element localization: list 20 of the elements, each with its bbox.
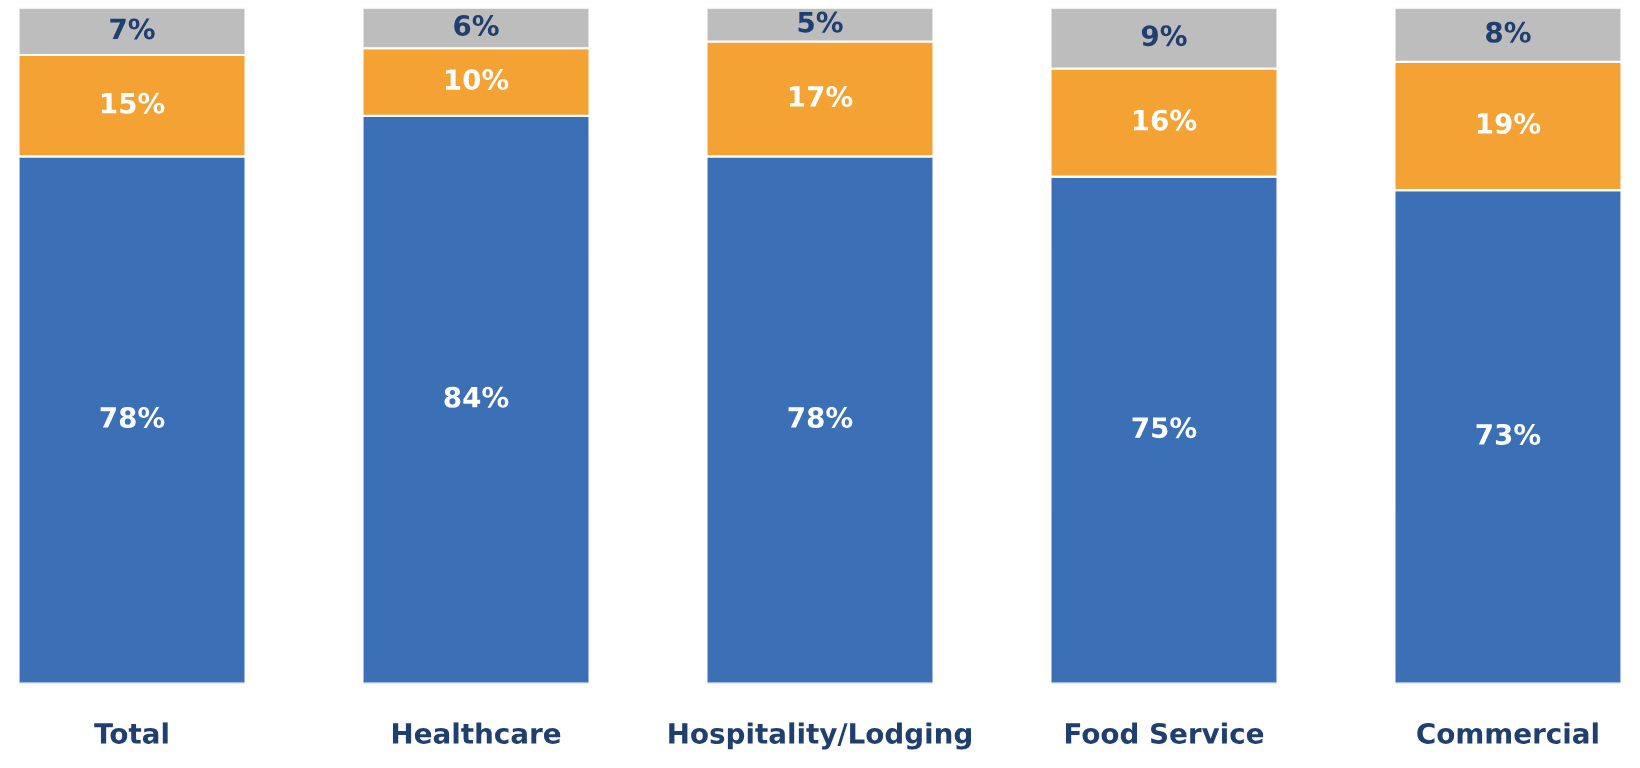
data-label: 7%	[110, 18, 155, 40]
data-label: 9%	[1141, 25, 1187, 47]
data-label: 78%	[788, 406, 853, 428]
data-label: 6%	[454, 15, 499, 37]
data-label: 5%	[798, 11, 843, 33]
x-tick-label: Commercial	[1417, 722, 1598, 744]
x-tick-label: Hospitality/Lodging	[669, 722, 971, 750]
data-label: 10%	[445, 69, 509, 91]
data-label: 78%	[100, 406, 165, 428]
data-label: 73%	[1476, 423, 1541, 445]
data-label: 16%	[1133, 109, 1197, 131]
data-label: 19%	[1477, 113, 1541, 135]
data-label: 8%	[1486, 21, 1531, 43]
x-tick-label: Food Service	[1066, 722, 1264, 744]
data-label: 84%	[444, 386, 509, 408]
data-label: 15%	[101, 92, 165, 114]
data-label: 17%	[789, 85, 853, 107]
data-label: 75%	[1132, 417, 1197, 439]
x-tick-label: Total	[94, 722, 168, 744]
x-tick-label: Healthcare	[392, 722, 561, 744]
